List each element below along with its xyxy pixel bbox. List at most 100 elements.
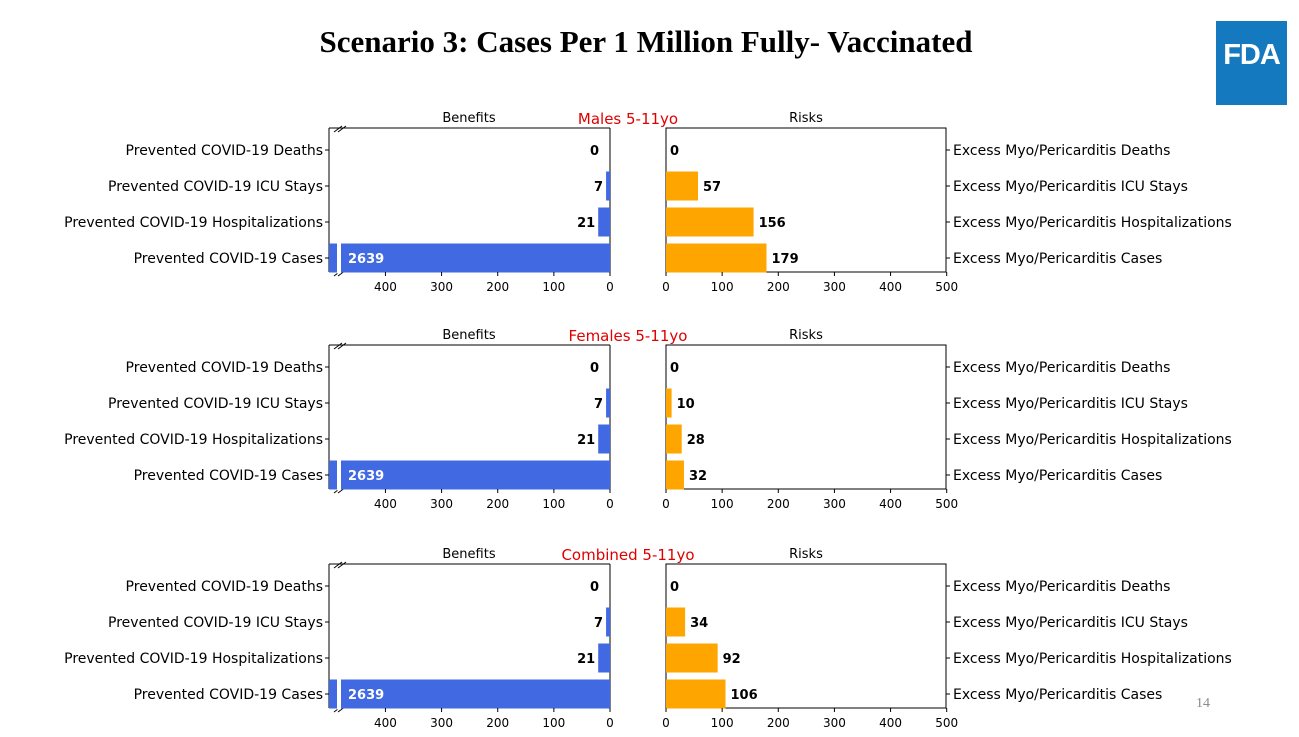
benefits-xtick-label: 400 xyxy=(374,716,397,730)
risk-value-label: 106 xyxy=(731,688,758,703)
risks-xtick-label: 300 xyxy=(823,716,846,730)
risk-category-label: Excess Myo/Pericarditis ICU Stays xyxy=(953,396,1188,412)
benefit-category-label: Prevented COVID-19 Cases xyxy=(134,468,323,484)
benefits-xtick-label: 0 xyxy=(606,716,614,730)
axis-break-mark xyxy=(333,125,343,133)
risk-value-label: 57 xyxy=(703,180,721,195)
benefits-xtick-label: 300 xyxy=(430,280,453,294)
benefits-xtick-label: 100 xyxy=(542,280,565,294)
benefit-category-label: Prevented COVID-19 Hospitalizations xyxy=(64,432,323,448)
risk-value-label: 32 xyxy=(689,469,707,484)
risks-xtick-label: 200 xyxy=(767,280,790,294)
risk-bar xyxy=(666,207,754,237)
benefit-bar xyxy=(329,679,610,709)
risk-category-label: Excess Myo/Pericarditis Hospitalizations xyxy=(953,432,1232,448)
risk-value-label: 34 xyxy=(690,616,708,631)
chart-title: Males 5-11yo xyxy=(578,110,678,128)
risks-panel-title: Risks xyxy=(789,328,823,343)
benefit-value-label: 7 xyxy=(594,397,603,412)
risk-category-label: Excess Myo/Pericarditis Hospitalizations xyxy=(953,215,1232,231)
risk-bar xyxy=(666,607,686,637)
risks-xtick-label: 300 xyxy=(823,497,846,511)
risk-value-label: 156 xyxy=(759,216,786,231)
risks-xtick-label: 100 xyxy=(711,280,734,294)
risks-xtick-label: 500 xyxy=(935,716,958,730)
benefits-xtick-label: 300 xyxy=(430,497,453,511)
benefit-bar xyxy=(598,643,610,673)
benefits-panel-title: Benefits xyxy=(442,328,495,343)
benefit-category-label: Prevented COVID-19 Deaths xyxy=(126,143,323,159)
risks-xtick-label: 0 xyxy=(662,716,670,730)
benefit-bar xyxy=(329,243,610,273)
benefit-category-label: Prevented COVID-19 Hospitalizations xyxy=(64,215,323,231)
risk-bar xyxy=(666,388,672,418)
risks-xtick-label: 200 xyxy=(767,497,790,511)
risks-axes-frame xyxy=(665,344,947,490)
benefit-value-label: 0 xyxy=(590,144,599,159)
benefit-bar-break xyxy=(337,242,341,274)
risks-xtick-label: 400 xyxy=(879,497,902,511)
benefits-xtick-label: 0 xyxy=(606,280,614,294)
risk-category-label: Excess Myo/Pericarditis Deaths xyxy=(953,579,1170,595)
benefit-bar xyxy=(329,460,610,490)
risk-value-label: 0 xyxy=(670,144,679,159)
benefits-xtick-label: 400 xyxy=(374,497,397,511)
axis-break-mark xyxy=(333,342,343,350)
risks-xtick-label: 300 xyxy=(823,280,846,294)
risks-xtick-label: 0 xyxy=(662,280,670,294)
benefit-value-label: 0 xyxy=(590,361,599,376)
risk-value-label: 0 xyxy=(670,580,679,595)
risks-xtick-label: 500 xyxy=(935,497,958,511)
benefit-value-label: 0 xyxy=(590,580,599,595)
benefit-value-label: 21 xyxy=(577,216,595,231)
benefit-category-label: Prevented COVID-19 ICU Stays xyxy=(108,615,323,631)
benefit-bar xyxy=(598,207,610,237)
benefits-xtick-label: 0 xyxy=(606,497,614,511)
axis-break-mark xyxy=(337,125,347,133)
benefit-category-label: Prevented COVID-19 ICU Stays xyxy=(108,396,323,412)
benefit-bar-break xyxy=(337,678,341,710)
benefits-xtick-label: 100 xyxy=(542,716,565,730)
benefit-category-label: Prevented COVID-19 Hospitalizations xyxy=(64,651,323,667)
benefit-category-label: Prevented COVID-19 Deaths xyxy=(126,579,323,595)
risks-xtick-label: 400 xyxy=(879,280,902,294)
risk-category-label: Excess Myo/Pericarditis Cases xyxy=(953,251,1162,267)
benefit-category-label: Prevented COVID-19 ICU Stays xyxy=(108,179,323,195)
benefit-bar xyxy=(606,607,610,637)
benefits-xtick-label: 200 xyxy=(486,497,509,511)
chart-panel-2: Benefits Risks Females 5-11yo Prevented COV… xyxy=(64,327,1232,511)
axis-break-mark xyxy=(337,342,347,350)
benefit-category-label: Prevented COVID-19 Cases xyxy=(134,251,323,267)
benefit-value-label: 21 xyxy=(577,433,595,448)
risks-xtick-label: 100 xyxy=(711,497,734,511)
risk-bar xyxy=(666,679,726,709)
risk-value-label: 10 xyxy=(677,397,695,412)
chart-panel-3: Benefits Risks Combined 5-11yo Prevented CO… xyxy=(64,546,1232,730)
axis-break-mark xyxy=(333,561,343,569)
benefit-category-label: Prevented COVID-19 Cases xyxy=(134,687,323,703)
risks-xtick-label: 100 xyxy=(711,716,734,730)
risks-panel-title: Risks xyxy=(789,547,823,562)
risks-xtick-label: 500 xyxy=(935,280,958,294)
risks-xtick-label: 200 xyxy=(767,716,790,730)
benefits-xtick-label: 400 xyxy=(374,280,397,294)
risk-bar xyxy=(666,643,718,673)
benefit-value-label: 7 xyxy=(594,180,603,195)
slide-title: Scenario 3: Cases Per 1 Million Fully- V… xyxy=(319,24,973,59)
risk-category-label: Excess Myo/Pericarditis Cases xyxy=(953,687,1162,703)
chart-title: Females 5-11yo xyxy=(569,327,688,345)
page-number: 14 xyxy=(1196,696,1210,711)
risk-value-label: 0 xyxy=(670,361,679,376)
chart-title: Combined 5-11yo xyxy=(561,546,694,564)
risks-xtick-label: 0 xyxy=(662,497,670,511)
benefit-bar xyxy=(606,171,610,201)
risk-bar xyxy=(666,424,682,454)
benefit-value-label: 2639 xyxy=(348,688,384,703)
risk-category-label: Excess Myo/Pericarditis ICU Stays xyxy=(953,615,1188,631)
benefits-xtick-label: 200 xyxy=(486,280,509,294)
benefits-xtick-label: 200 xyxy=(486,716,509,730)
benefits-panel-title: Benefits xyxy=(442,111,495,126)
risk-category-label: Excess Myo/Pericarditis Hospitalizations xyxy=(953,651,1232,667)
benefit-value-label: 2639 xyxy=(348,469,384,484)
